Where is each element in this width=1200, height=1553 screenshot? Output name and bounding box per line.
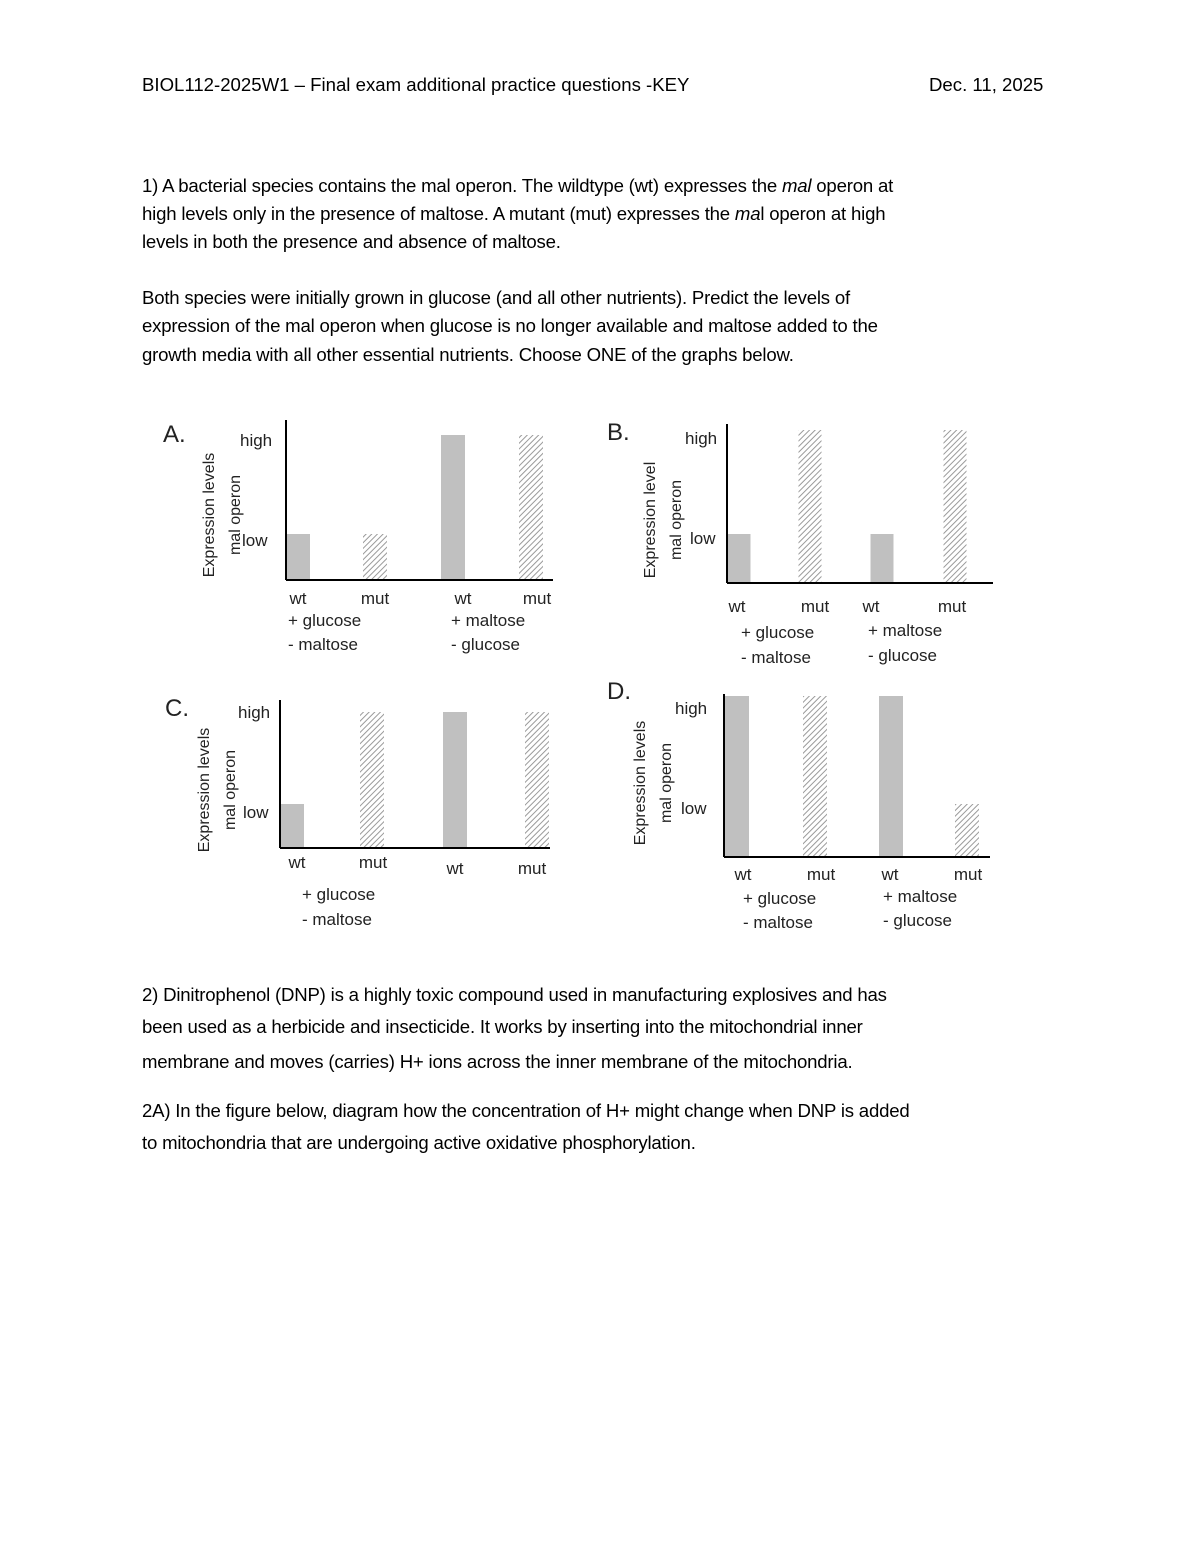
y-axis-label: mal operon bbox=[222, 750, 239, 830]
bar-wt-low bbox=[280, 804, 304, 848]
x-tick-label: mut bbox=[518, 859, 547, 878]
bar-mut-high bbox=[525, 712, 549, 848]
x-tick-label: mut bbox=[359, 853, 388, 872]
y-tick-label-low: low bbox=[690, 529, 716, 548]
q1-para2-line: growth media with all other essential nu… bbox=[142, 344, 794, 365]
bar-wt-high bbox=[443, 712, 467, 848]
document-date: Dec. 11, 2025 bbox=[929, 74, 1044, 95]
condition-label: - glucose bbox=[451, 635, 520, 654]
condition-label: - maltose bbox=[288, 635, 358, 654]
q2-line: 2) Dinitrophenol (DNP) is a highly toxic… bbox=[142, 984, 887, 1005]
x-tick-label: mut bbox=[361, 589, 390, 608]
condition-label: + glucose bbox=[741, 623, 814, 642]
q1-line: 1) A bacterial species contains the mal … bbox=[142, 175, 893, 197]
bar-mut-high bbox=[803, 696, 827, 857]
y-axis-label: Expression levels bbox=[196, 728, 213, 853]
y-tick-label-high: high bbox=[240, 431, 272, 450]
text: high levels only in the presence of malt… bbox=[142, 203, 735, 224]
text: l operon at high bbox=[760, 203, 886, 224]
italic-text: mal bbox=[781, 175, 812, 196]
bar-wt-low bbox=[727, 534, 751, 583]
x-tick-label: mut bbox=[807, 865, 836, 884]
q1-para2-line: expression of the mal operon when glucos… bbox=[142, 315, 878, 336]
chart-label: B. bbox=[607, 419, 630, 446]
condition-label: - maltose bbox=[302, 910, 372, 929]
bar-mut-high bbox=[798, 430, 822, 583]
y-axis-label: mal operon bbox=[658, 743, 675, 823]
q2a-line: 2A) In the figure below, diagram how the… bbox=[142, 1100, 910, 1121]
condition-label: - maltose bbox=[741, 648, 811, 667]
chart-label: C. bbox=[165, 695, 189, 722]
y-axis-label: Expression levels bbox=[632, 721, 649, 846]
text: 1) A bacterial species contains the mal … bbox=[142, 175, 782, 196]
bar-wt-high bbox=[879, 696, 903, 857]
x-tick-label: mut bbox=[523, 589, 552, 608]
y-tick-label-low: low bbox=[681, 799, 707, 818]
condition-label: - glucose bbox=[883, 911, 952, 930]
condition-label: - maltose bbox=[743, 913, 813, 932]
q2-line: membrane and moves (carries) H+ ions acr… bbox=[142, 1051, 853, 1072]
x-tick-label: mut bbox=[801, 597, 830, 616]
x-tick-label: wt bbox=[881, 865, 899, 884]
x-tick-label: mut bbox=[954, 865, 983, 884]
condition-label: + glucose bbox=[302, 885, 375, 904]
chart-label: A. bbox=[163, 421, 186, 448]
bar-mut-high bbox=[360, 712, 384, 848]
text: operon at bbox=[811, 175, 894, 196]
condition-label: + maltose bbox=[883, 887, 957, 906]
bar-wt-high bbox=[441, 435, 465, 580]
x-tick-label: wt bbox=[734, 865, 752, 884]
x-tick-label: wt bbox=[289, 589, 307, 608]
x-tick-label: mut bbox=[938, 597, 967, 616]
y-axis-label: Expression level bbox=[642, 462, 659, 579]
condition-label: + maltose bbox=[451, 611, 525, 630]
y-axis-label: Expression levels bbox=[201, 453, 218, 578]
y-tick-label-high: high bbox=[238, 703, 270, 722]
chart-label: D. bbox=[607, 678, 631, 705]
bar-wt-low bbox=[870, 534, 894, 583]
y-tick-label-high: high bbox=[675, 699, 707, 718]
q1-line: high levels only in the presence of malt… bbox=[142, 203, 886, 225]
x-tick-label: wt bbox=[288, 853, 306, 872]
bar-wt-high bbox=[725, 696, 749, 857]
y-axis-label: mal operon bbox=[227, 475, 244, 555]
q2a-line: to mitochondria that are undergoing acti… bbox=[142, 1132, 696, 1153]
x-tick-label: wt bbox=[454, 589, 472, 608]
bar-mut-high bbox=[519, 435, 543, 580]
bar-mut-low bbox=[955, 804, 979, 857]
condition-label: + glucose bbox=[743, 889, 816, 908]
bar-mut-high bbox=[943, 430, 967, 583]
x-tick-label: wt bbox=[446, 859, 464, 878]
condition-label: - glucose bbox=[868, 646, 937, 665]
y-tick-label-low: low bbox=[243, 803, 269, 822]
x-tick-label: wt bbox=[862, 597, 880, 616]
condition-label: + maltose bbox=[868, 621, 942, 640]
y-tick-label-low: low bbox=[242, 531, 268, 550]
condition-label: + glucose bbox=[288, 611, 361, 630]
q1-line: levels in both the presence and absence … bbox=[142, 231, 561, 252]
bar-mut-low bbox=[363, 534, 387, 580]
q2-line: been used as a herbicide and insecticide… bbox=[142, 1016, 863, 1037]
y-axis-label: mal operon bbox=[668, 480, 685, 560]
x-tick-label: wt bbox=[728, 597, 746, 616]
italic-text: ma bbox=[734, 203, 761, 224]
y-tick-label-high: high bbox=[685, 429, 717, 448]
bar-wt-low bbox=[286, 534, 310, 580]
document-title: BIOL112-2025W1 – Final exam additional p… bbox=[142, 74, 690, 95]
q1-para2-line: Both species were initially grown in glu… bbox=[142, 287, 850, 308]
